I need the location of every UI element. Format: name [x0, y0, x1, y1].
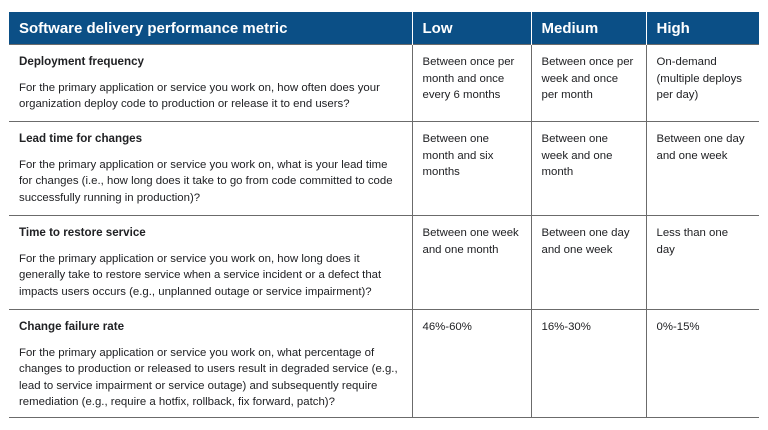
high-cell: Less than one day	[645, 215, 759, 310]
metric-name: Deployment frequency	[19, 55, 144, 68]
header-low: Low	[411, 12, 531, 45]
performance-metrics-table: Software delivery performance metric Low…	[9, 12, 759, 418]
metric-description: For the primary application or service y…	[19, 158, 393, 204]
low-cell: Between one month and six months	[411, 121, 531, 216]
metric-name: Lead time for changes	[19, 132, 143, 145]
table-row-deployment-frequency: Deployment frequency For the primary app…	[9, 44, 759, 122]
metric-name: Time to restore service	[19, 226, 146, 239]
high-cell: On-demand (multiple deploys per day)	[645, 44, 759, 122]
metric-description: For the primary application or service y…	[19, 81, 380, 111]
high-cell: Between one day and one week	[645, 121, 759, 216]
metric-name: Change failure rate	[19, 320, 125, 333]
metric-description: For the primary application or service y…	[19, 346, 398, 409]
header-metric: Software delivery performance metric	[9, 12, 412, 45]
low-cell: Between once per month and once every 6 …	[411, 44, 531, 122]
metric-cell: Change failure rate For the primary appl…	[9, 309, 412, 418]
table-row-lead-time: Lead time for changes For the primary ap…	[9, 121, 759, 216]
table-row-time-to-restore: Time to restore service For the primary …	[9, 215, 759, 310]
metric-cell: Deployment frequency For the primary app…	[9, 44, 412, 122]
metric-description: For the primary application or service y…	[19, 252, 382, 298]
table-header-row: Software delivery performance metric Low…	[9, 12, 759, 45]
medium-cell: Between once per week and once per month	[530, 44, 646, 122]
low-cell: 46%-60%	[411, 309, 531, 418]
medium-cell: Between one day and one week	[530, 215, 646, 310]
metric-cell: Time to restore service For the primary …	[9, 215, 412, 310]
high-cell: 0%-15%	[645, 309, 759, 418]
table-row-change-failure-rate: Change failure rate For the primary appl…	[9, 309, 759, 418]
header-medium: Medium	[530, 12, 646, 45]
medium-cell: Between one week and one month	[530, 121, 646, 216]
medium-cell: 16%-30%	[530, 309, 646, 418]
header-high: High	[645, 12, 759, 45]
metric-cell: Lead time for changes For the primary ap…	[9, 121, 412, 216]
low-cell: Between one week and one month	[411, 215, 531, 310]
